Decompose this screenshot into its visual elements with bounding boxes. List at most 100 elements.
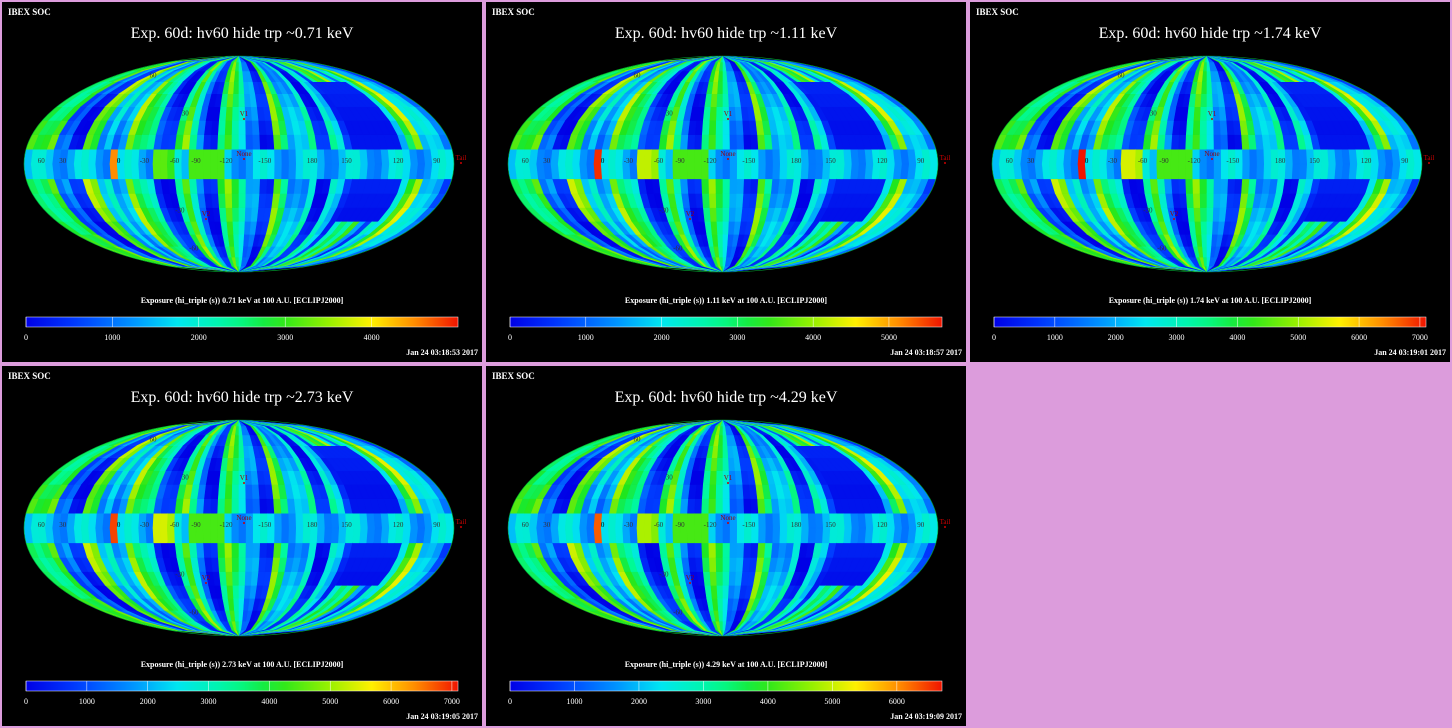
sky-map-cell bbox=[695, 484, 704, 499]
sky-map-cell bbox=[807, 163, 817, 180]
sky-map-cells bbox=[24, 56, 454, 272]
sky-map-cell bbox=[203, 498, 212, 514]
sky-map-cell bbox=[211, 120, 220, 135]
sky-map-cell bbox=[210, 542, 219, 558]
panel-header: IBEX SOC bbox=[976, 7, 1019, 17]
sky-map-cell bbox=[1227, 134, 1236, 150]
sky-map-cell bbox=[238, 178, 247, 194]
sky-map-cell bbox=[231, 498, 240, 514]
sky-map-cell bbox=[1185, 134, 1194, 150]
map-marker-dot bbox=[460, 526, 462, 528]
longitude-label: -30 bbox=[1108, 157, 1118, 165]
sky-map-cell bbox=[650, 527, 660, 544]
sky-map-cell bbox=[709, 207, 718, 222]
longitude-label: -90 bbox=[191, 157, 201, 165]
panel-header: IBEX SOC bbox=[492, 371, 535, 381]
sky-map-cell bbox=[238, 542, 247, 558]
sky-map-cell bbox=[665, 148, 674, 165]
sky-map-cell bbox=[196, 134, 205, 150]
sky-map-cell bbox=[238, 93, 246, 107]
sky-map-cell bbox=[232, 93, 240, 107]
sky-map-cell bbox=[750, 134, 759, 150]
sky-map-cell bbox=[196, 542, 205, 558]
sky-map-cell bbox=[202, 148, 211, 165]
sky-map-cell bbox=[722, 163, 731, 180]
sky-map-cell bbox=[245, 134, 254, 150]
timestamp: Jan 24 03:19:05 2017 bbox=[406, 712, 478, 721]
sky-map-cell bbox=[814, 148, 824, 165]
sky-map-cell bbox=[1149, 148, 1158, 165]
timestamp: Jan 24 03:18:57 2017 bbox=[890, 348, 962, 357]
sky-map-cell bbox=[238, 571, 246, 586]
sky-map-cell bbox=[231, 134, 240, 150]
sky-map-cell bbox=[1099, 148, 1108, 165]
sky-map-cell bbox=[123, 163, 133, 180]
colorbar-tick-label: 4000 bbox=[805, 333, 821, 342]
sky-map-cell bbox=[1220, 134, 1229, 150]
sky-map-cell bbox=[1213, 134, 1222, 150]
sky-map-cell bbox=[295, 512, 304, 529]
sky-map-cell bbox=[708, 178, 717, 194]
sky-map-cell bbox=[1179, 193, 1188, 208]
latitude-label: -60 bbox=[189, 608, 199, 616]
sky-map-cell bbox=[233, 598, 240, 611]
sky-map-cell bbox=[722, 120, 731, 135]
longitude-label: -150 bbox=[258, 157, 271, 165]
sky-map-cell bbox=[722, 134, 731, 150]
sky-map-cell bbox=[1277, 163, 1287, 180]
sky-map-cell bbox=[138, 527, 148, 544]
sky-map-cell bbox=[245, 484, 254, 499]
map-marker-dot bbox=[1211, 118, 1213, 120]
sky-map-cell bbox=[643, 148, 653, 165]
sky-map-cell bbox=[701, 120, 711, 135]
sky-map-cell bbox=[729, 193, 738, 208]
sky-map-cell bbox=[822, 163, 831, 180]
sky-map-cell bbox=[1206, 93, 1214, 107]
sky-map-cell bbox=[224, 498, 233, 514]
sky-map-cell bbox=[225, 571, 234, 586]
colorbar-tick-label: 6000 bbox=[1351, 333, 1367, 342]
sky-map-cell bbox=[252, 527, 261, 544]
sky-map-cell bbox=[743, 163, 753, 180]
sky-map-cell bbox=[701, 193, 711, 208]
sky-map-cell bbox=[694, 498, 703, 514]
map-marker-label: None bbox=[720, 150, 735, 158]
latitude-label: 30 bbox=[182, 473, 190, 481]
sky-map-panel-3: IBEX SOC Exp. 60d: hv60 hide trp ~1.74 ke… bbox=[970, 2, 1450, 362]
sky-map-cell bbox=[252, 542, 261, 558]
colorbar-tick-label: 4000 bbox=[364, 333, 380, 342]
sky-map-cell bbox=[245, 498, 254, 514]
sky-map-cell bbox=[152, 163, 162, 180]
map-outline bbox=[23, 55, 455, 273]
sky-map-cell bbox=[152, 148, 162, 165]
sky-map-cell bbox=[793, 163, 803, 180]
colorbar-label: Exposure (hi_triple (s)) 1.11 keV at 100… bbox=[625, 296, 827, 305]
colorbar-tick-label: 0 bbox=[508, 333, 512, 342]
sky-map-cell bbox=[701, 134, 710, 150]
sky-map-cell bbox=[636, 163, 646, 180]
sky-map-cell bbox=[718, 70, 724, 82]
sky-map-cell bbox=[181, 527, 190, 544]
sky-map-cell bbox=[109, 527, 119, 544]
sky-map-cell bbox=[1298, 163, 1308, 180]
sky-map-cell bbox=[680, 134, 689, 150]
panel-header: IBEX SOC bbox=[492, 7, 535, 17]
sky-map-cell bbox=[309, 163, 319, 180]
sky-map-cell bbox=[217, 557, 227, 572]
latitude-label: 30 bbox=[1150, 109, 1158, 117]
sky-map-cell bbox=[687, 498, 696, 514]
colorbar-tick-label: 1000 bbox=[1047, 333, 1063, 342]
sky-map-cell bbox=[1091, 148, 1101, 165]
colorbar-tick-label: 2000 bbox=[1108, 333, 1124, 342]
sky-map-cell bbox=[226, 221, 234, 235]
longitude-label: -150 bbox=[258, 521, 271, 529]
sky-map-cell bbox=[1206, 178, 1215, 194]
latitude-label: -30 bbox=[1143, 207, 1153, 215]
sky-map-cell bbox=[716, 106, 724, 121]
map-marker-dot bbox=[1211, 158, 1213, 160]
sky-map-cell bbox=[238, 585, 246, 599]
longitude-label: 150 bbox=[341, 521, 352, 529]
longitude-label: 0 bbox=[1085, 157, 1089, 165]
map-marker-label: V1 bbox=[1208, 110, 1217, 118]
